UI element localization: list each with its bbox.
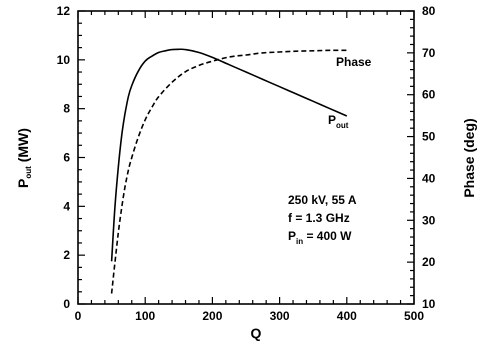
x-tick-label: 100 <box>135 309 155 323</box>
y-right-axis-title: Phase (deg) <box>461 118 477 197</box>
y-right-tick-label: 20 <box>422 255 436 269</box>
y-right-tick-label: 50 <box>422 130 436 144</box>
x-tick-label: 200 <box>202 309 222 323</box>
series-label-phase: Phase <box>336 55 372 69</box>
series-line-phase <box>110 49 347 294</box>
y-right-tick-label: 30 <box>422 213 436 227</box>
major-ticks <box>77 10 415 305</box>
y-left-tick-label: 0 <box>63 297 70 311</box>
y-left-title-main: P <box>15 179 31 188</box>
y-left-tick-label: 12 <box>57 4 71 18</box>
annotation-frequency: f = 1.3 GHz <box>288 211 350 225</box>
annotation-pin: Pin = 400 W <box>288 229 352 246</box>
series-layer <box>110 48 348 294</box>
y-left-tick-label: 10 <box>57 53 71 67</box>
annotation-beam: 250 kV, 55 A <box>288 193 357 207</box>
y-left-axis-title: Pout (MW) <box>15 128 33 188</box>
series-line-p-out <box>110 48 348 262</box>
y-right-tick-label: 40 <box>422 171 436 185</box>
y-left-title-tail: (MW) <box>15 128 31 166</box>
x-tick-label: 0 <box>75 309 82 323</box>
x-tick-label: 500 <box>404 309 424 323</box>
y-left-tick-label: 2 <box>63 248 70 262</box>
tick-labels: 0 100 200 300 400 500 0 2 4 6 8 10 12 10 20 30 40 50 60 70 8… <box>57 4 436 323</box>
y-right-tick-label: 60 <box>422 88 436 102</box>
x-axis-title: Q <box>251 325 262 341</box>
x-tick-label: 300 <box>270 309 290 323</box>
y-right-tick-label: 80 <box>422 4 436 18</box>
y-left-title-sub: out <box>24 166 33 179</box>
y-left-tick-label: 4 <box>63 199 70 213</box>
series-label-pout: Pout <box>328 113 349 130</box>
y-right-tick-label: 10 <box>422 297 436 311</box>
y-left-tick-label: 8 <box>63 102 70 116</box>
y-left-tick-label: 6 <box>63 151 70 165</box>
x-tick-label: 400 <box>337 309 357 323</box>
y-right-tick-label: 70 <box>422 46 436 60</box>
minor-ticks <box>78 11 414 304</box>
